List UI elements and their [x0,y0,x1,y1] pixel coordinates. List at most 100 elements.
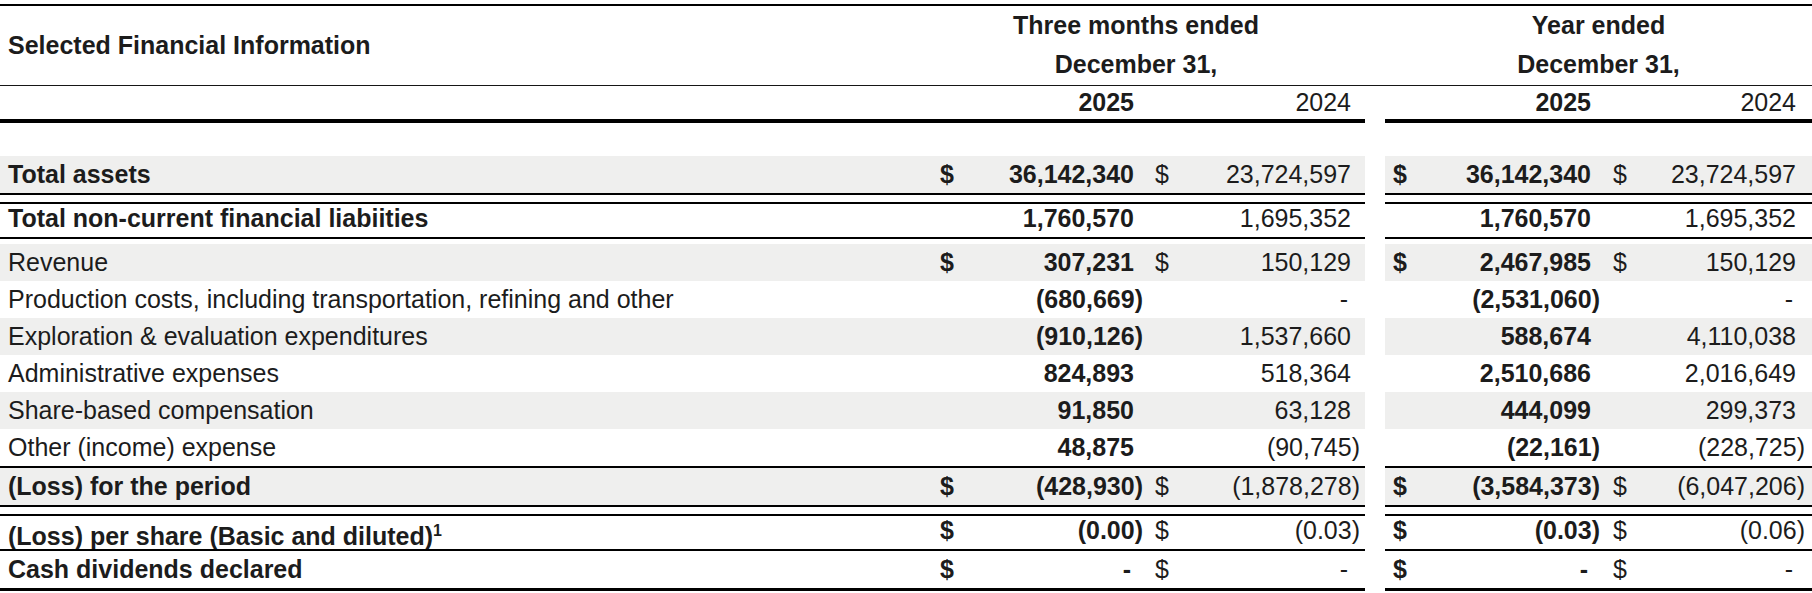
currency-symbol [1148,355,1185,392]
header-thick-rule [0,119,1812,123]
row-label-text: Revenue [8,248,108,276]
row-label-text: Production costs, including transportati… [8,285,674,313]
currency-symbol: $ [1605,551,1640,588]
cell-value: (0.03) [1185,512,1365,549]
cell-value-text: - [1340,551,1360,588]
currency-symbol: $ [1385,468,1440,505]
cell-value-text: (428,930) [1036,468,1143,505]
cell-value: 2,467,985 [1440,244,1605,281]
cell-value-text: 48,875 [1058,429,1143,466]
currency-symbol [907,281,957,318]
cell-value: 2,016,649 [1640,355,1812,392]
row-label-text: Share-based compensation [8,396,314,424]
group-gap [1365,355,1385,392]
cell-value: 1,695,352 [1640,200,1812,237]
table-body: Total assets$36,142,340$23,724,597$36,14… [0,156,1812,591]
cell-value-text: - [1580,551,1600,588]
cell-value: (3,584,373) [1440,468,1605,505]
currency-symbol [1605,429,1640,466]
cell-value: (0.06) [1640,512,1812,549]
group-gap [1365,200,1385,237]
cell-value: (228,725) [1640,429,1812,466]
cell-value: - [1440,551,1605,588]
currency-symbol [1385,429,1440,466]
cell-value-text: (3,584,373) [1472,468,1600,505]
year-header-2025: 2025 [957,86,1148,119]
cell-value: (6,047,206) [1640,468,1812,505]
currency-symbol: $ [907,156,957,193]
cell-value-text: 588,674 [1501,318,1600,355]
cell-value: 2,510,686 [1440,355,1605,392]
currency-symbol: $ [907,512,957,549]
cell-value: (2,531,060) [1440,281,1605,318]
cell-value-text: 23,724,597 [1671,156,1805,193]
cell-value: 63,128 [1185,392,1365,429]
cell-value: (910,126) [957,318,1148,355]
currency-symbol [1148,429,1185,466]
row-label: Cash dividends declared [0,551,907,588]
row-label: Exploration & evaluation expenditures [0,318,907,355]
cell-value-text: 36,142,340 [1009,156,1143,193]
financial-table: Selected Financial Information Three mon… [0,0,1812,591]
cell-value-text: 2,467,985 [1480,244,1600,281]
cell-value: 1,760,570 [957,200,1148,237]
period-group-line2: December 31, [907,45,1365,84]
currency-symbol [1605,318,1640,355]
row-rule-double [0,193,1812,200]
row-label-text: Total assets [8,160,151,188]
currency-symbol: $ [1605,468,1640,505]
cell-value-text: (0.03) [1295,512,1360,549]
group-gap [1365,6,1385,85]
cell-value: 150,129 [1185,244,1365,281]
year-header-2025: 2025 [1440,86,1605,119]
table-row: Production costs, including transportati… [0,281,1812,318]
currency-symbol [1148,200,1185,237]
group-gap [1365,429,1385,466]
cell-value-text: 518,364 [1261,355,1360,392]
row-rule-double [0,237,1812,244]
row-label: Production costs, including transportati… [0,281,907,318]
currency-symbol: $ [1605,156,1640,193]
table-row: Exploration & evaluation expenditures (91… [0,318,1812,355]
row-label-text: (Loss) for the period [8,472,251,500]
cell-value-text: - [1340,281,1360,318]
cell-value-text: 91,850 [1058,392,1143,429]
currency-symbol: $ [907,244,957,281]
row-label-text: Administrative expenses [8,359,279,387]
row-label-text: Cash dividends declared [8,555,303,583]
cell-value: - [1185,551,1365,588]
cell-value: 91,850 [957,392,1148,429]
cell-value: 150,129 [1640,244,1812,281]
cell-value: - [1640,281,1812,318]
currency-symbol: $ [1605,244,1640,281]
cell-value: (0.03) [1440,512,1605,549]
cell-value-text: 1,695,352 [1685,200,1805,237]
cell-value-text: (0.03) [1535,512,1600,549]
cell-value-text: 150,129 [1261,244,1360,281]
row-label: Total non-current financial liabiities [0,200,907,237]
cell-value: 1,695,352 [1185,200,1365,237]
cell-value: 824,893 [957,355,1148,392]
currency-symbol [1385,281,1440,318]
cell-value-text: 150,129 [1706,244,1805,281]
period-group-year-ended: Year ended December 31, [1385,6,1812,85]
rule-gap [1365,505,1385,512]
cell-value-text: 824,893 [1044,355,1143,392]
cell-value: 1,760,570 [1440,200,1605,237]
cell-value-text: (910,126) [1036,318,1143,355]
table-header: Selected Financial Information Three mon… [0,6,1812,85]
year-header-row: 2025 2024 2025 2024 [0,86,1812,119]
row-label-text: Other (income) expense [8,433,276,461]
cell-value-text: 63,128 [1275,392,1360,429]
row-label: Other (income) expense [0,429,907,466]
cell-value-text: 1,760,570 [1023,200,1143,237]
cell-value-text: 299,373 [1706,392,1805,429]
cell-value-text: (22,161) [1507,429,1600,466]
period-group-line2: December 31, [1385,45,1812,84]
cell-value-text: 2,510,686 [1480,355,1600,392]
row-rule-double [0,505,1812,512]
header-spacer [0,123,1812,156]
table-row: Other (income) expense48,875(90,745)(22,… [0,429,1812,466]
cell-value: - [957,551,1148,588]
currency-symbol: $ [907,468,957,505]
